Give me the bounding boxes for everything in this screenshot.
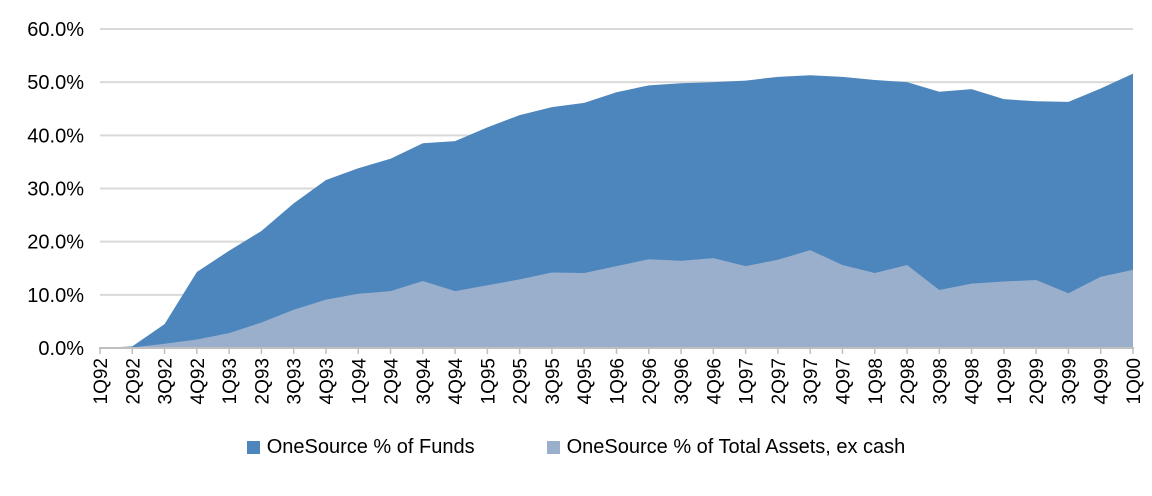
x-axis-label: 3Q94 bbox=[414, 358, 435, 405]
legend-swatch-assets-icon bbox=[546, 441, 560, 454]
x-axis-label: 2Q93 bbox=[252, 358, 273, 404]
x-axis-label: 3Q98 bbox=[930, 358, 951, 404]
x-axis-label: 2Q96 bbox=[640, 358, 661, 404]
x-axis-label: 3Q99 bbox=[1059, 358, 1080, 404]
x-axis-label: 2Q99 bbox=[1027, 358, 1048, 404]
x-axis-label: 4Q99 bbox=[1092, 358, 1113, 404]
chart-legend: OneSource % of Funds OneSource % of Tota… bbox=[0, 436, 1152, 459]
x-axis-label: 4Q97 bbox=[833, 358, 854, 404]
x-axis-label: 1Q97 bbox=[737, 358, 758, 404]
x-axis-label: 1Q98 bbox=[866, 358, 887, 404]
x-axis-label: 4Q96 bbox=[704, 358, 725, 404]
area-series-assets bbox=[100, 250, 1133, 348]
legend-label-assets: OneSource % of Total Assets, ex cash bbox=[566, 436, 906, 458]
legend-label-funds: OneSource % of Funds bbox=[266, 436, 475, 458]
y-axis-label: 30.0% bbox=[27, 179, 84, 201]
legend-item-assets: OneSource % of Total Assets, ex cash bbox=[546, 436, 906, 459]
x-axis-label: 4Q92 bbox=[188, 358, 209, 404]
x-axis-label: 2Q98 bbox=[898, 358, 919, 404]
y-axis-label: 50.0% bbox=[27, 72, 84, 94]
x-axis-label: 3Q96 bbox=[672, 358, 693, 404]
x-axis-label: 1Q99 bbox=[995, 358, 1016, 404]
y-axis-label: 20.0% bbox=[27, 232, 84, 254]
x-axis-label: 1Q94 bbox=[349, 358, 370, 405]
x-axis-label: 1Q00 bbox=[1124, 358, 1145, 404]
x-axis-label: 2Q97 bbox=[769, 358, 790, 404]
y-axis-label: 60.0% bbox=[27, 19, 84, 41]
legend-swatch-funds-icon bbox=[246, 441, 260, 454]
x-axis-label: 1Q96 bbox=[608, 358, 629, 404]
x-axis-label: 3Q95 bbox=[543, 358, 564, 404]
x-axis-label: 1Q92 bbox=[91, 358, 112, 404]
y-axis-label: 10.0% bbox=[27, 285, 84, 307]
x-axis-label: 4Q95 bbox=[575, 358, 596, 404]
x-axis-label: 4Q94 bbox=[446, 358, 467, 405]
y-axis-label: 40.0% bbox=[27, 125, 84, 147]
x-axis-label: 1Q95 bbox=[478, 358, 499, 404]
chart-plot-area: 0.0% 10.0% 20.0% 30.0% 40.0% 50.0% 60.0% 1Q92 2Q… bbox=[27, 19, 1145, 405]
x-axis-label: 4Q98 bbox=[963, 358, 984, 404]
x-axis-label: 3Q92 bbox=[156, 358, 177, 404]
x-axis-label: 3Q97 bbox=[801, 358, 822, 404]
x-axis-label: 2Q94 bbox=[382, 358, 403, 405]
x-axis-label: 2Q95 bbox=[511, 358, 532, 404]
x-axis-label: 3Q93 bbox=[285, 358, 306, 404]
x-axis-label: 4Q93 bbox=[317, 358, 338, 404]
legend-item-funds: OneSource % of Funds bbox=[246, 436, 475, 459]
x-axis-label: 1Q93 bbox=[220, 358, 241, 404]
x-axis-label: 2Q92 bbox=[123, 358, 144, 404]
y-axis-label: 0.0% bbox=[38, 338, 84, 360]
